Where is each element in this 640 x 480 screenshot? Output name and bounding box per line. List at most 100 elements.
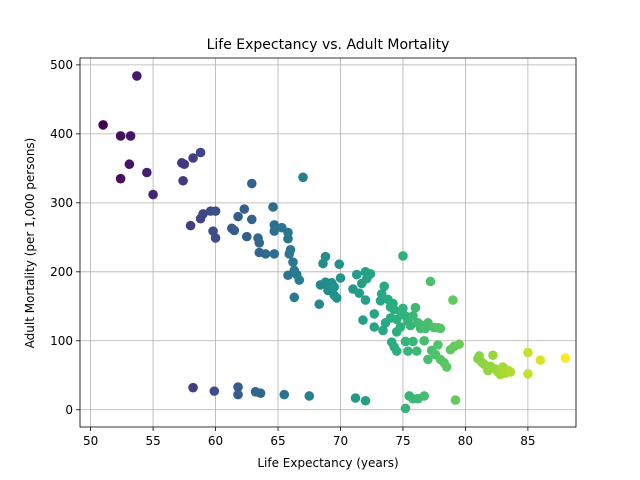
y-tick-label: 200: [50, 265, 73, 279]
y-tick-label: 500: [50, 58, 73, 72]
y-tick-label: 100: [50, 334, 73, 348]
scatter-point: [148, 189, 158, 200]
scatter-point: [210, 206, 221, 216]
scatter-point: [294, 275, 305, 285]
scatter-point: [376, 289, 387, 299]
scatter-point: [185, 220, 196, 231]
y-tick-label: 0: [65, 403, 73, 417]
scatter-point: [358, 315, 368, 325]
x-tick-label: 65: [270, 434, 285, 448]
scatter-point: [331, 293, 342, 303]
scatter-point: [411, 346, 422, 356]
scatter-point: [229, 225, 240, 236]
scatter-point: [269, 226, 280, 236]
scatter-point: [178, 175, 188, 186]
scatter-point: [425, 276, 436, 287]
x-tick-label: 85: [520, 434, 535, 448]
scatter-point: [408, 311, 418, 321]
scatter-point: [233, 389, 243, 400]
x-tick-label: 70: [333, 434, 348, 448]
scatter-point: [195, 147, 206, 158]
scatter-point: [334, 259, 345, 270]
scatter-point: [454, 339, 464, 350]
scatter-point: [115, 173, 126, 184]
scatter-point: [378, 325, 388, 336]
scatter-point: [283, 233, 293, 244]
scatter-point: [433, 340, 443, 350]
scatter-point: [98, 120, 108, 130]
scatter-point: [535, 355, 546, 365]
scatter-point: [448, 295, 458, 305]
scatter-point: [279, 389, 290, 400]
scatter-point: [210, 233, 221, 243]
scatter-point: [398, 303, 408, 314]
scatter-point: [450, 395, 461, 405]
data-points: [98, 71, 571, 414]
scatter-point: [419, 335, 430, 346]
chart-title: Life Expectancy vs. Adult Mortality: [207, 37, 450, 53]
scatter-point: [260, 249, 271, 259]
scatter-point: [283, 270, 293, 281]
y-axis-label: Adult Mortality (per 1,000 persons): [23, 138, 37, 349]
scatter-point: [435, 323, 446, 334]
grid-lines: [80, 58, 576, 427]
scatter-point: [254, 238, 265, 248]
scatter-point: [369, 322, 380, 332]
scatter-point: [354, 288, 365, 298]
scatter-point: [369, 309, 380, 319]
scatter-point: [405, 320, 416, 331]
scatter-point: [239, 204, 250, 214]
scatter-point: [304, 391, 315, 401]
scatter-point: [289, 292, 300, 303]
scatter-point: [335, 273, 346, 283]
scatter-point: [132, 71, 142, 81]
scatter-point: [241, 231, 252, 242]
scatter-point: [400, 336, 411, 347]
scatter-point: [400, 403, 411, 414]
scatter-point: [379, 281, 390, 292]
x-tick-label: 80: [458, 434, 473, 448]
scatter-point: [441, 362, 452, 372]
scatter-point: [419, 391, 430, 401]
scatter-point: [391, 346, 402, 356]
scatter-point: [408, 336, 418, 347]
scatter-point: [268, 202, 278, 212]
scatter-point: [188, 382, 198, 393]
scatter-point: [198, 209, 208, 219]
y-axis-ticks: 0 100 200 300 400 500: [50, 58, 80, 417]
scatter-point: [403, 346, 413, 356]
scatter-point: [398, 251, 408, 261]
scatter-point: [560, 353, 571, 363]
scatter-point: [246, 178, 257, 189]
scatter-point: [246, 214, 257, 225]
scatter-point: [188, 153, 198, 163]
scatter-point: [125, 131, 136, 141]
scatter-point: [285, 244, 296, 255]
scatter-point: [179, 159, 190, 170]
scatter-point: [360, 395, 371, 406]
x-tick-label: 60: [208, 434, 223, 448]
scatter-point: [314, 299, 325, 310]
plot-frame: [79, 57, 577, 428]
x-tick-label: 55: [145, 434, 160, 448]
x-tick-label: 50: [83, 434, 98, 448]
scatter-point: [523, 347, 533, 358]
scatter-point: [124, 159, 135, 170]
scatter-point: [360, 295, 371, 305]
scatter-point: [395, 322, 406, 332]
scatter-point: [115, 131, 126, 141]
scatter-point: [505, 367, 516, 377]
scatter-point: [255, 388, 266, 399]
scatter-point: [410, 302, 421, 313]
scatter-point: [320, 251, 331, 262]
y-tick-label: 300: [50, 196, 73, 210]
x-axis-label: Life Expectancy (years): [257, 456, 398, 470]
scatter-point: [365, 269, 376, 279]
scatter-point: [350, 393, 361, 403]
scatter-point: [523, 369, 533, 379]
scatter-point: [269, 249, 280, 259]
scatter-point: [298, 172, 308, 183]
